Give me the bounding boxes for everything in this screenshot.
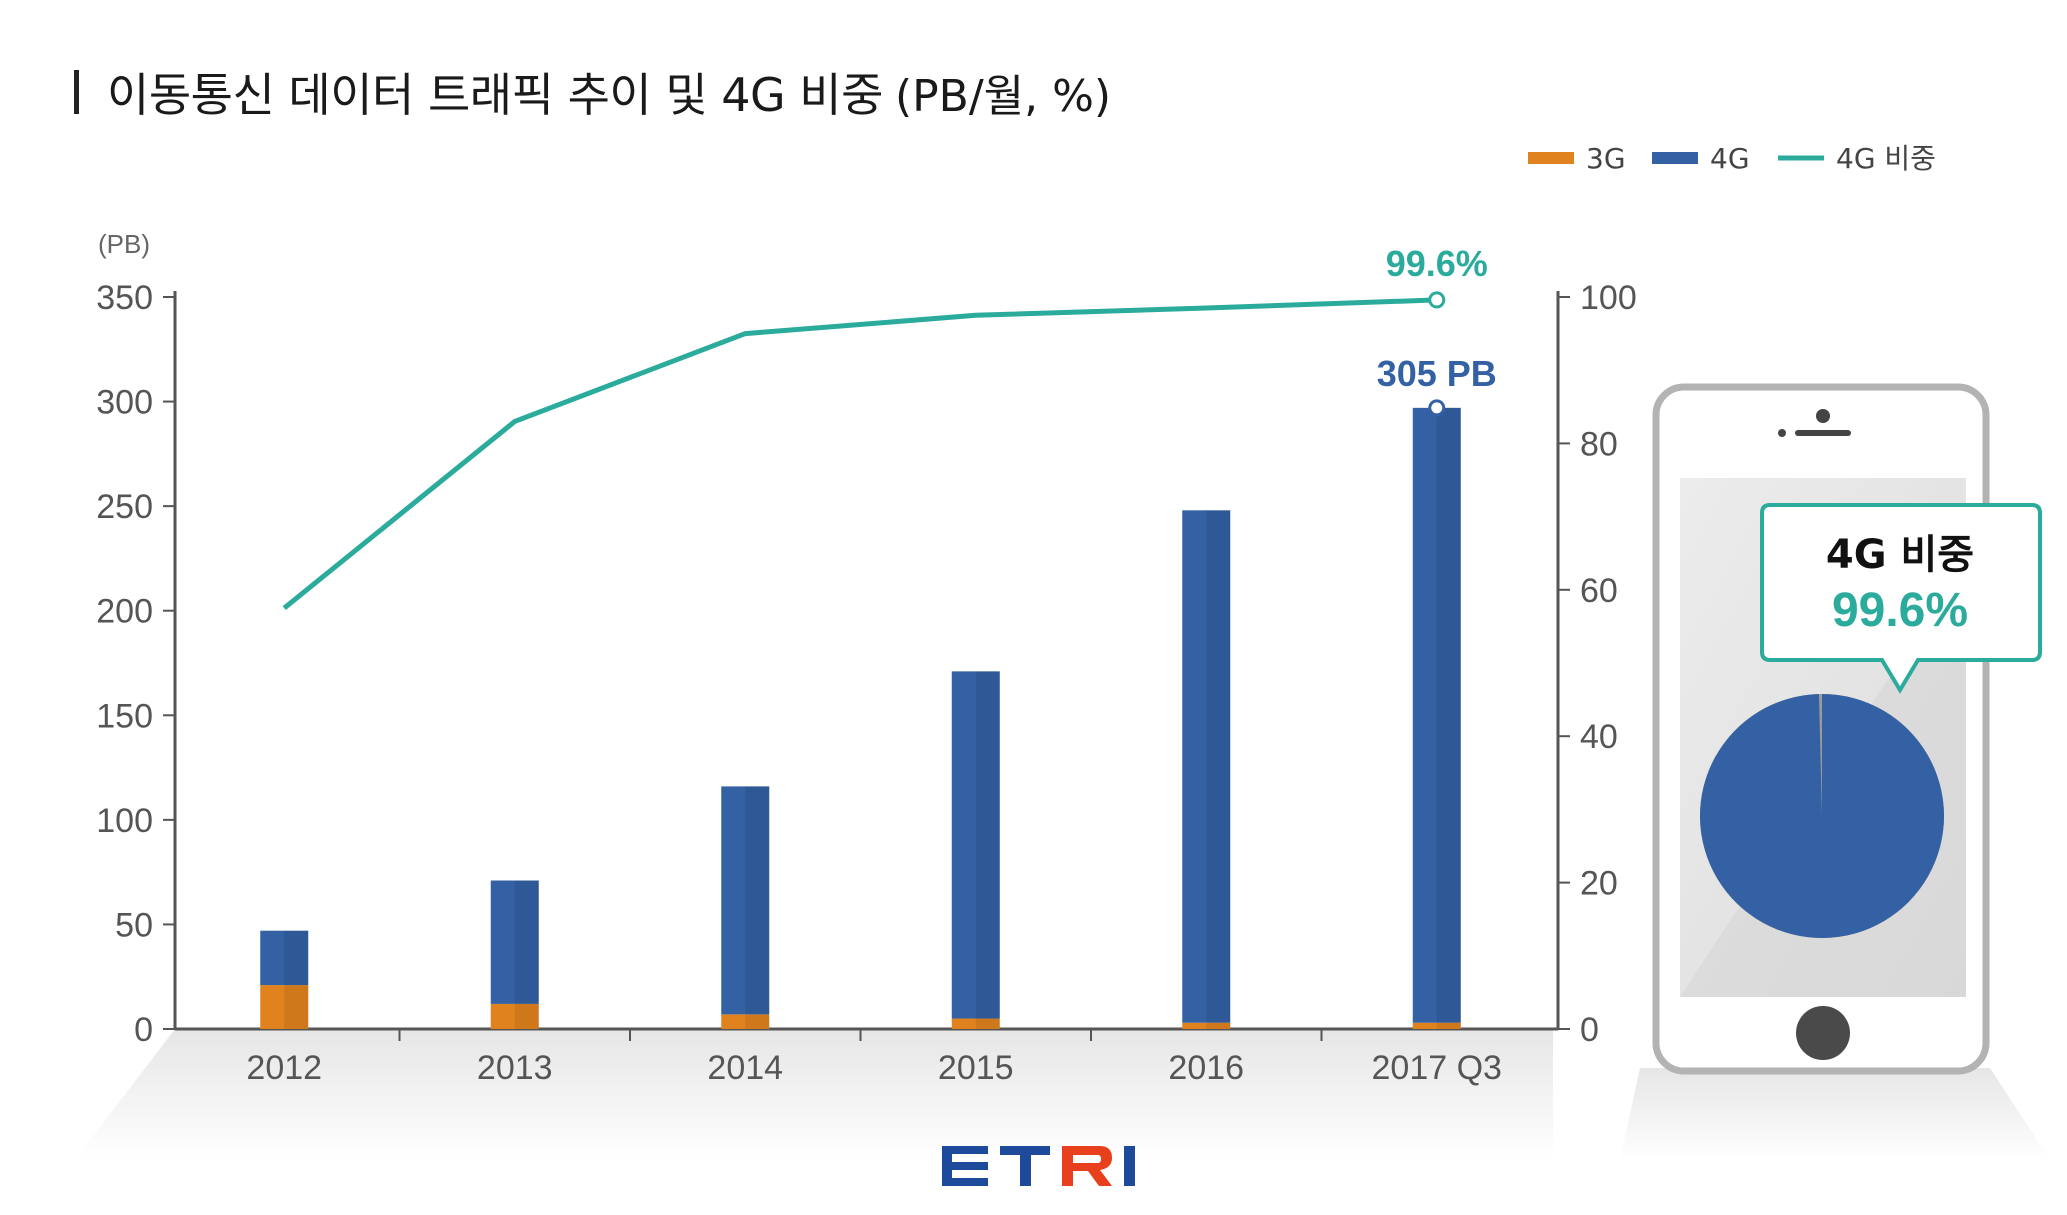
bar-3g <box>951 1018 1000 1029</box>
data-label-4g-share: 99.6% <box>1386 243 1488 284</box>
bar-4g-shade <box>975 671 1000 1019</box>
y-left-tick-label: 100 <box>96 802 153 840</box>
y-right-tick-label: 80 <box>1580 425 1618 463</box>
x-tick-label: 2014 <box>707 1049 783 1087</box>
series-point-total-last <box>1428 399 1446 417</box>
legend-swatch-4g <box>1652 152 1698 164</box>
page-title: 이동통신 데이터 트래픽 추이 및 4G 비중 <box>107 68 883 122</box>
bar-3g <box>1412 1022 1461 1029</box>
bar-4g-shade <box>284 930 309 986</box>
x-tick-label: 2013 <box>477 1049 553 1087</box>
phone-speaker-icon <box>1795 430 1851 436</box>
y-left-tick-label: 250 <box>96 488 153 526</box>
bar-3g <box>1182 1022 1231 1029</box>
series-point-4g-share-last <box>1428 291 1446 309</box>
legend-swatch-3g <box>1528 152 1574 164</box>
y-right-tick-label: 60 <box>1580 572 1618 610</box>
bar-4g <box>260 930 309 986</box>
legend-label-3g: 3G <box>1586 142 1626 175</box>
phone-sensor-icon <box>1778 429 1786 437</box>
bar-3g-shade <box>1436 1022 1461 1029</box>
legend-label-4g-share: 4G 비중 <box>1836 142 1936 175</box>
series-line-4g-share <box>282 297 1437 611</box>
etri-logo <box>942 1146 1135 1186</box>
y-left-tick-label: 50 <box>115 906 153 944</box>
bar-3g-shade <box>975 1018 1000 1029</box>
y-left-unit-label: (PB) <box>98 229 150 259</box>
x-tick-label: 2012 <box>246 1049 322 1087</box>
x-tick-label: 2017 Q3 <box>1372 1049 1502 1087</box>
y-left-tick-label: 200 <box>96 593 153 631</box>
bar-4g-shade <box>1206 510 1231 1023</box>
bar-4g <box>1182 510 1231 1023</box>
bar-4g-shade <box>1436 407 1461 1023</box>
y-left-tick-label: 150 <box>96 697 153 735</box>
bar-3g <box>721 1014 770 1029</box>
legend-label-4g: 4G <box>1710 142 1750 175</box>
bar-4g <box>721 786 770 1015</box>
y-right-tick-label: 40 <box>1580 718 1618 756</box>
phone-pie-chart <box>1699 694 1944 938</box>
phone-camera-icon <box>1816 409 1830 423</box>
y-left-tick-label: 300 <box>96 384 153 422</box>
phone-home-button-icon <box>1796 1006 1850 1060</box>
bar-3g-shade <box>514 1003 539 1029</box>
bar-3g <box>490 1003 539 1029</box>
phone-floor-shadow <box>1620 1068 2050 1160</box>
data-label-total: 305 PB <box>1377 353 1497 394</box>
bar-3g-shade <box>1206 1022 1231 1029</box>
x-tick-label: 2016 <box>1168 1049 1244 1087</box>
x-tick-label: 2015 <box>938 1049 1014 1087</box>
y-left-tick-label: 0 <box>134 1011 153 1049</box>
title-accent-bar <box>74 70 79 114</box>
bar-4g-shade <box>745 786 770 1015</box>
legend: 3G 4G 4G 비중 <box>1528 142 1936 175</box>
bar-4g <box>1412 407 1461 1023</box>
pie-slice-4g <box>1699 694 1944 938</box>
y-right-tick-label: 20 <box>1580 865 1618 903</box>
bar-3g-shade <box>284 985 309 1029</box>
callout-value: 99.6% <box>1832 584 1968 637</box>
y-left-tick-label: 350 <box>96 279 153 317</box>
page-title-unit: (PB/월, %) <box>894 71 1112 122</box>
bar-3g-shade <box>745 1014 770 1029</box>
bar-3g <box>260 985 309 1029</box>
y-right-tick-label: 100 <box>1580 279 1637 317</box>
bar-4g <box>951 671 1000 1019</box>
bar-4g <box>490 880 539 1004</box>
bar-4g-shade <box>514 880 539 1004</box>
page-title-container: 이동통신 데이터 트래픽 추이 및 4G 비중 (PB/월, %) <box>74 62 1111 122</box>
callout-bubble <box>1760 503 2042 694</box>
chart-floor-shadow <box>75 1029 1553 1160</box>
phone-illustration: 4G 비중 99.6% <box>1652 383 2042 1075</box>
callout-title: 4G 비중 <box>1826 532 1974 578</box>
y-right-tick-label: 0 <box>1580 1011 1599 1049</box>
